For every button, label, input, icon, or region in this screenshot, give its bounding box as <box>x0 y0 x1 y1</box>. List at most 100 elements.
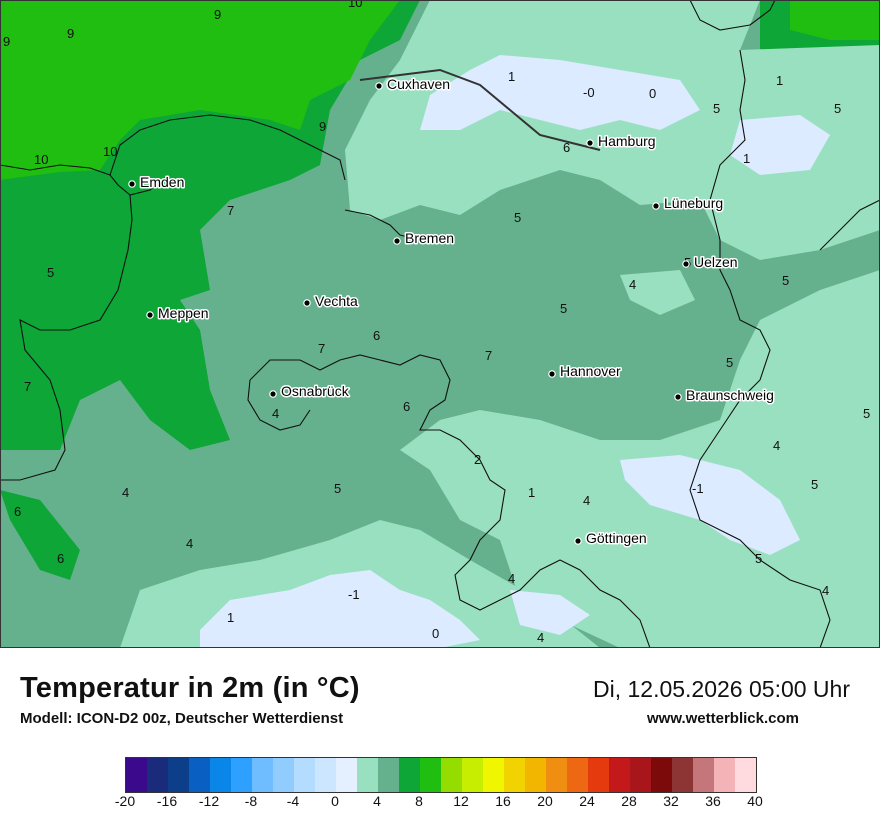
legend-swatch <box>294 758 315 792</box>
value-label: -1 <box>348 587 360 602</box>
city-label-lueneburg: Lüneburg <box>664 195 723 211</box>
legend-tick-label: -16 <box>156 793 178 809</box>
city-dot <box>128 180 136 188</box>
value-label: 5 <box>47 265 54 280</box>
forecast-datetime: Di, 12.05.2026 05:00 Uhr <box>592 676 850 702</box>
value-label: 6 <box>563 140 570 155</box>
value-label: 4 <box>272 406 279 421</box>
legend-swatch <box>189 758 210 792</box>
value-label: 5 <box>782 273 789 288</box>
legend-swatch <box>693 758 714 792</box>
boundaries <box>0 0 880 648</box>
city-dot <box>682 260 690 268</box>
value-label: 9 <box>3 34 10 49</box>
legend-swatch <box>441 758 462 792</box>
legend-tick-label: 0 <box>331 793 339 809</box>
value-label: 5 <box>726 355 733 370</box>
value-label: 9 <box>214 7 221 22</box>
temp-field-0-2-south <box>200 570 480 648</box>
city-dot <box>375 82 383 90</box>
legend-swatch <box>168 758 189 792</box>
temp-field-0-2-patch2 <box>510 590 590 635</box>
value-label: 5 <box>514 210 521 225</box>
legend-swatch <box>147 758 168 792</box>
value-label: 5 <box>334 481 341 496</box>
city-dot <box>393 237 401 245</box>
city-label-bremen: Bremen <box>405 230 454 246</box>
city-label-meppen: Meppen <box>158 305 209 321</box>
value-label: 1 <box>227 610 234 625</box>
temp-field-0-2-northeast <box>730 115 830 175</box>
legend-swatch <box>420 758 441 792</box>
city-label-hannover: Hannover <box>560 363 621 379</box>
value-label: 0 <box>649 86 656 101</box>
city-label-emden: Emden <box>140 174 184 190</box>
legend-swatch <box>483 758 504 792</box>
city-dot <box>674 393 682 401</box>
value-label: 2 <box>474 452 481 467</box>
city-dot <box>146 311 154 319</box>
value-label: 4 <box>773 438 780 453</box>
value-label: 10 <box>34 152 48 167</box>
value-label: 5 <box>560 301 567 316</box>
legend-swatch <box>126 758 147 792</box>
legend-tick-label: 20 <box>537 793 553 809</box>
value-label: 6 <box>373 328 380 343</box>
legend-swatch <box>357 758 378 792</box>
value-label: 4 <box>629 277 636 292</box>
value-label: 6 <box>403 399 410 414</box>
value-label: 7 <box>485 348 492 363</box>
legend-tick-label: -4 <box>286 793 300 809</box>
city-label-cuxhaven: Cuxhaven <box>387 76 450 92</box>
value-label: 4 <box>186 536 193 551</box>
value-label: 10 <box>103 144 117 159</box>
legend-swatch <box>588 758 609 792</box>
legend-swatch <box>336 758 357 792</box>
city-label-hamburg: Hamburg <box>598 133 656 149</box>
legend-tick-label: 40 <box>747 793 763 809</box>
value-label: 9 <box>319 119 326 134</box>
city-dot <box>303 299 311 307</box>
legend-swatch <box>504 758 525 792</box>
city-label-goettingen: Göttingen <box>586 530 647 546</box>
legend-tick-label: -8 <box>244 793 258 809</box>
legend-swatch <box>714 758 735 792</box>
city-label-braunschweig: Braunschweig <box>686 387 774 403</box>
value-label: 4 <box>822 583 829 598</box>
legend-tick-label: -12 <box>198 793 220 809</box>
value-label: 9 <box>67 26 74 41</box>
temp-field-10-12 <box>0 0 400 180</box>
value-label: 5 <box>863 406 870 421</box>
city-label-uelzen: Uelzen <box>694 254 738 270</box>
value-label: 7 <box>227 203 234 218</box>
map-footer: Temperatur in 2m (in °C) Modell: ICON-D2… <box>0 648 880 830</box>
elbe-river <box>359 68 601 151</box>
legend-swatch <box>630 758 651 792</box>
legend-swatch <box>378 758 399 792</box>
legend-swatch <box>462 758 483 792</box>
value-label: 1 <box>743 151 750 166</box>
value-label: 6 <box>57 551 64 566</box>
legend-tick-label: 28 <box>621 793 637 809</box>
legend-swatch <box>399 758 420 792</box>
value-label: 5 <box>755 551 762 566</box>
city-dot <box>269 390 277 398</box>
value-label: -0 <box>583 85 595 100</box>
value-label: 7 <box>318 341 325 356</box>
legend-swatch <box>672 758 693 792</box>
value-label: 6 <box>14 504 21 519</box>
value-label: 1 <box>508 69 515 84</box>
website-link[interactable]: www.wetterblick.com <box>647 710 799 727</box>
legend-swatch <box>651 758 672 792</box>
value-label: 5 <box>811 477 818 492</box>
city-label-vechta: Vechta <box>315 293 358 309</box>
city-dot <box>652 202 660 210</box>
legend-swatch <box>525 758 546 792</box>
legend-swatch <box>735 758 756 792</box>
value-label: 10 <box>348 0 362 10</box>
temp-field-10-12-east <box>790 0 880 40</box>
map-title: Temperatur in 2m (in °C) <box>20 672 360 704</box>
value-label: 5 <box>713 101 720 116</box>
legend-tick-label: 16 <box>495 793 511 809</box>
value-label: 7 <box>24 379 31 394</box>
